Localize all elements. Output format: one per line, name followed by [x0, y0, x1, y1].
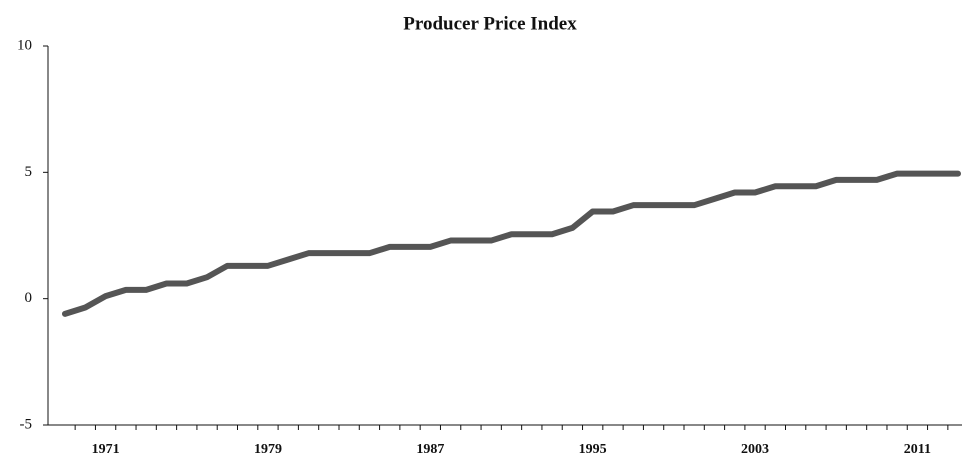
- y-tick-label: 10: [17, 37, 32, 53]
- y-tick-label: 0: [25, 290, 33, 306]
- x-tick-label: 2011: [904, 442, 931, 457]
- x-tick-label: 1979: [254, 442, 282, 457]
- x-tick-label: 1987: [416, 442, 444, 457]
- x-tick-label: 1971: [92, 442, 120, 457]
- y-tick-label: 5: [25, 164, 33, 180]
- x-tick-label: 1995: [579, 442, 607, 457]
- y-tick-label: -5: [20, 416, 33, 432]
- chart-title: Producer Price Index: [403, 13, 577, 34]
- x-tick-label: 2003: [741, 442, 769, 457]
- series-line: [62, 170, 961, 317]
